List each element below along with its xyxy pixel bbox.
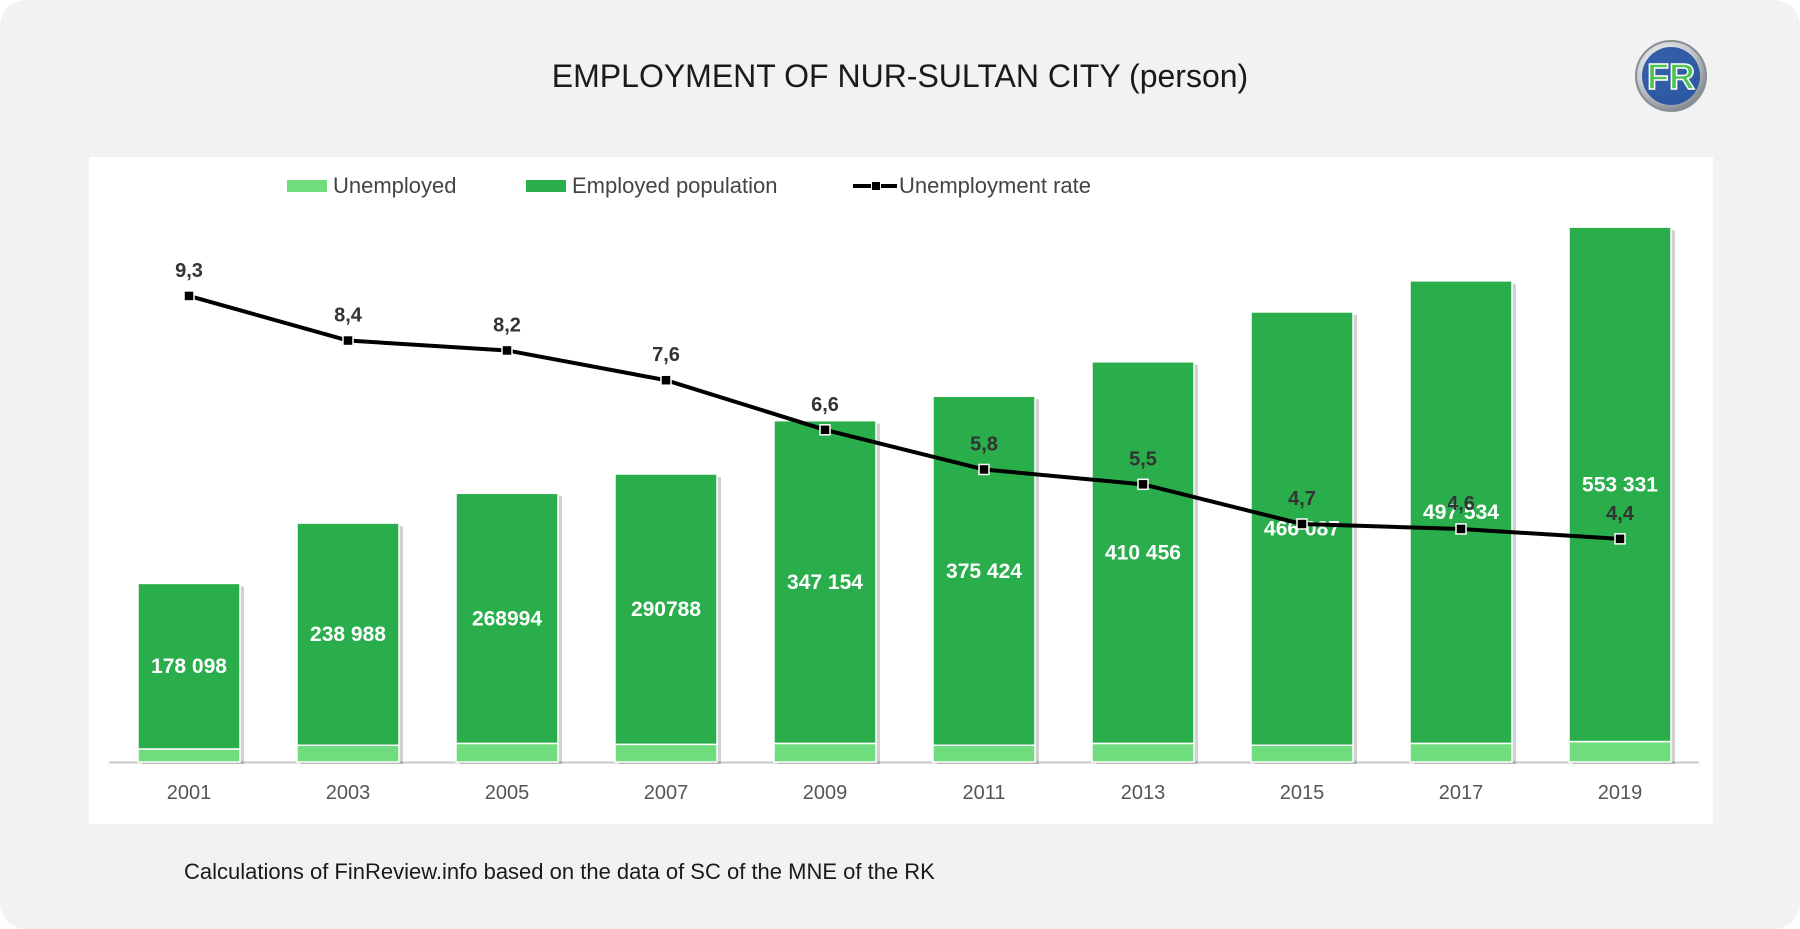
x-tick-label: 2019	[1598, 782, 1643, 804]
bar-value-label: 497 534	[1423, 501, 1499, 524]
rate-point	[819, 424, 831, 436]
bar-unemployed	[932, 744, 1036, 763]
legend-label-rate: Unemployment rate	[899, 173, 1091, 198]
bar-value-label: 553 331	[1582, 473, 1658, 496]
bar-employed	[1091, 361, 1195, 745]
legend-item-employed: Employed population	[526, 173, 777, 199]
bar-value-label: 290788	[631, 598, 701, 621]
x-tick-label: 2015	[1280, 782, 1325, 804]
x-tick-label: 2007	[644, 782, 689, 804]
x-tick-label: 2003	[326, 782, 371, 804]
bar-value-label: 347 154	[787, 571, 863, 594]
rate-label: 4,4	[1606, 503, 1635, 525]
bar-employed	[773, 419, 877, 745]
bar-value-label: 268994	[472, 607, 542, 630]
x-tick-label: 2005	[485, 782, 530, 804]
x-tick-label: 2009	[803, 782, 848, 804]
bar-value-label: 238 988	[310, 623, 386, 646]
bar-unemployed	[296, 744, 400, 763]
rate-point	[342, 334, 354, 347]
legend-swatch-employed	[526, 180, 566, 192]
rate-point	[183, 290, 195, 302]
legend-item-unemployed: Unemployed	[287, 173, 457, 199]
rate-label: 4,7	[1288, 488, 1316, 510]
bar-unemployed	[1250, 744, 1354, 763]
finreview-logo: FR	[1634, 39, 1708, 113]
bar-unemployed	[455, 742, 559, 763]
rate-label: 5,5	[1129, 448, 1157, 470]
x-tick-label: 2001	[167, 782, 212, 804]
x-tick-label: 2011	[962, 782, 1005, 804]
bar-employed	[296, 522, 400, 747]
bar-employed	[614, 473, 718, 746]
rate-point	[1137, 478, 1149, 491]
bar-unemployed	[137, 748, 241, 763]
rate-label: 6,6	[811, 394, 839, 416]
logo-text: FR	[1647, 56, 1695, 97]
chart-title: EMPLOYMENT OF NUR-SULTAN CITY (person)	[551, 58, 1249, 94]
legend-label-unemployed: Unemployed	[333, 173, 457, 198]
x-tick-label: 2017	[1439, 782, 1484, 804]
rate-point	[1614, 533, 1626, 545]
x-tick-label: 2013	[1121, 782, 1166, 804]
bar-employed	[455, 492, 559, 745]
rate-label: 7,6	[652, 344, 680, 366]
chart-svg: 178 098 2001 238 988 2003 268994 2005 290788 20…	[109, 226, 1699, 804]
rate-point	[1296, 518, 1308, 530]
rate-point	[978, 463, 990, 476]
bar-value-label: 410 456	[1105, 542, 1181, 565]
bar-value-label: 375 424	[946, 560, 1022, 583]
legend-label-employed: Employed population	[572, 173, 778, 198]
bar-unemployed	[614, 743, 718, 763]
bar-employed	[1568, 226, 1672, 743]
bar-unemployed	[1568, 740, 1672, 763]
source-note: Calculations of FinReview.info based on …	[184, 859, 935, 884]
rate-label: 5,8	[970, 433, 998, 455]
rate-point	[660, 374, 672, 386]
rate-label: 4,6	[1447, 493, 1475, 515]
plot-area: 178 098 2001 238 988 2003 268994 2005 290788 20…	[89, 157, 1713, 824]
legend-swatch-unemployed	[287, 180, 327, 192]
bar-unemployed	[1091, 742, 1195, 763]
bar-employed	[932, 395, 1036, 747]
rate-label: 8,4	[334, 305, 363, 327]
bar-employed	[1409, 280, 1513, 745]
bar-employed	[137, 582, 241, 750]
bar-value-label: 178 098	[151, 655, 227, 678]
rate-point	[501, 344, 513, 357]
rate-label: 8,2	[493, 314, 521, 336]
rate-label: 9,3	[175, 260, 203, 282]
bar-unemployed	[1409, 742, 1513, 763]
legend-item-rate: Unemployment rate	[853, 173, 1091, 199]
finreview-logo-icon: FR	[1635, 40, 1707, 112]
bar-unemployed	[773, 742, 877, 763]
rate-point	[1455, 523, 1467, 535]
legend-swatch-rate	[853, 176, 897, 196]
rate-line	[188, 293, 1621, 541]
